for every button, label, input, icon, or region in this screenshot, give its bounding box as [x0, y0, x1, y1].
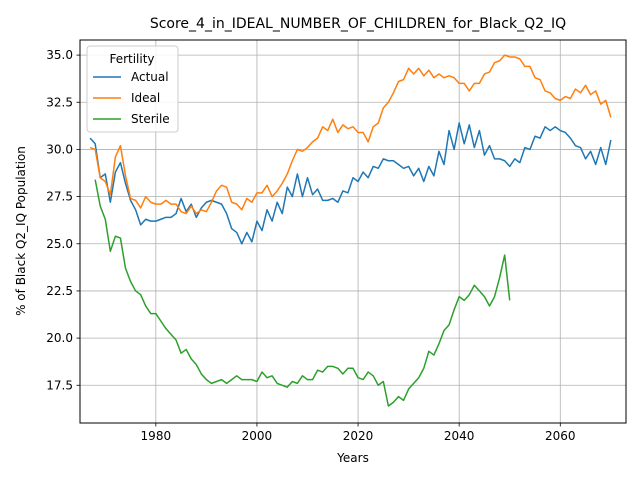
y-tick-label: 20.0	[46, 331, 73, 345]
x-tick-label: 1980	[141, 429, 172, 443]
y-tick-label: 25.0	[46, 237, 73, 251]
y-tick-label: 35.0	[46, 48, 73, 62]
y-tick-label: 27.5	[46, 190, 73, 204]
y-tick-label: 17.5	[46, 378, 73, 392]
legend-label-actual: Actual	[131, 70, 169, 84]
legend-title: Fertility	[109, 52, 154, 66]
x-tick-label: 2000	[242, 429, 273, 443]
y-axis-label: % of Black Q2_IQ Population	[14, 146, 28, 316]
legend: Fertility Actual Ideal Sterile	[87, 46, 178, 132]
chart-title: Score_4_in_IDEAL_NUMBER_OF_CHILDREN_for_…	[150, 16, 566, 32]
y-tick-label: 32.5	[46, 95, 73, 109]
y-tick-label: 30.0	[46, 142, 73, 156]
x-tick-label: 2020	[343, 429, 374, 443]
legend-label-sterile: Sterile	[131, 112, 170, 126]
x-tick-label: 2060	[545, 429, 576, 443]
legend-label-ideal: Ideal	[131, 91, 160, 105]
y-tick-label: 22.5	[46, 284, 73, 298]
x-axis-label: Years	[336, 451, 369, 465]
x-tick-label: 2040	[444, 429, 475, 443]
